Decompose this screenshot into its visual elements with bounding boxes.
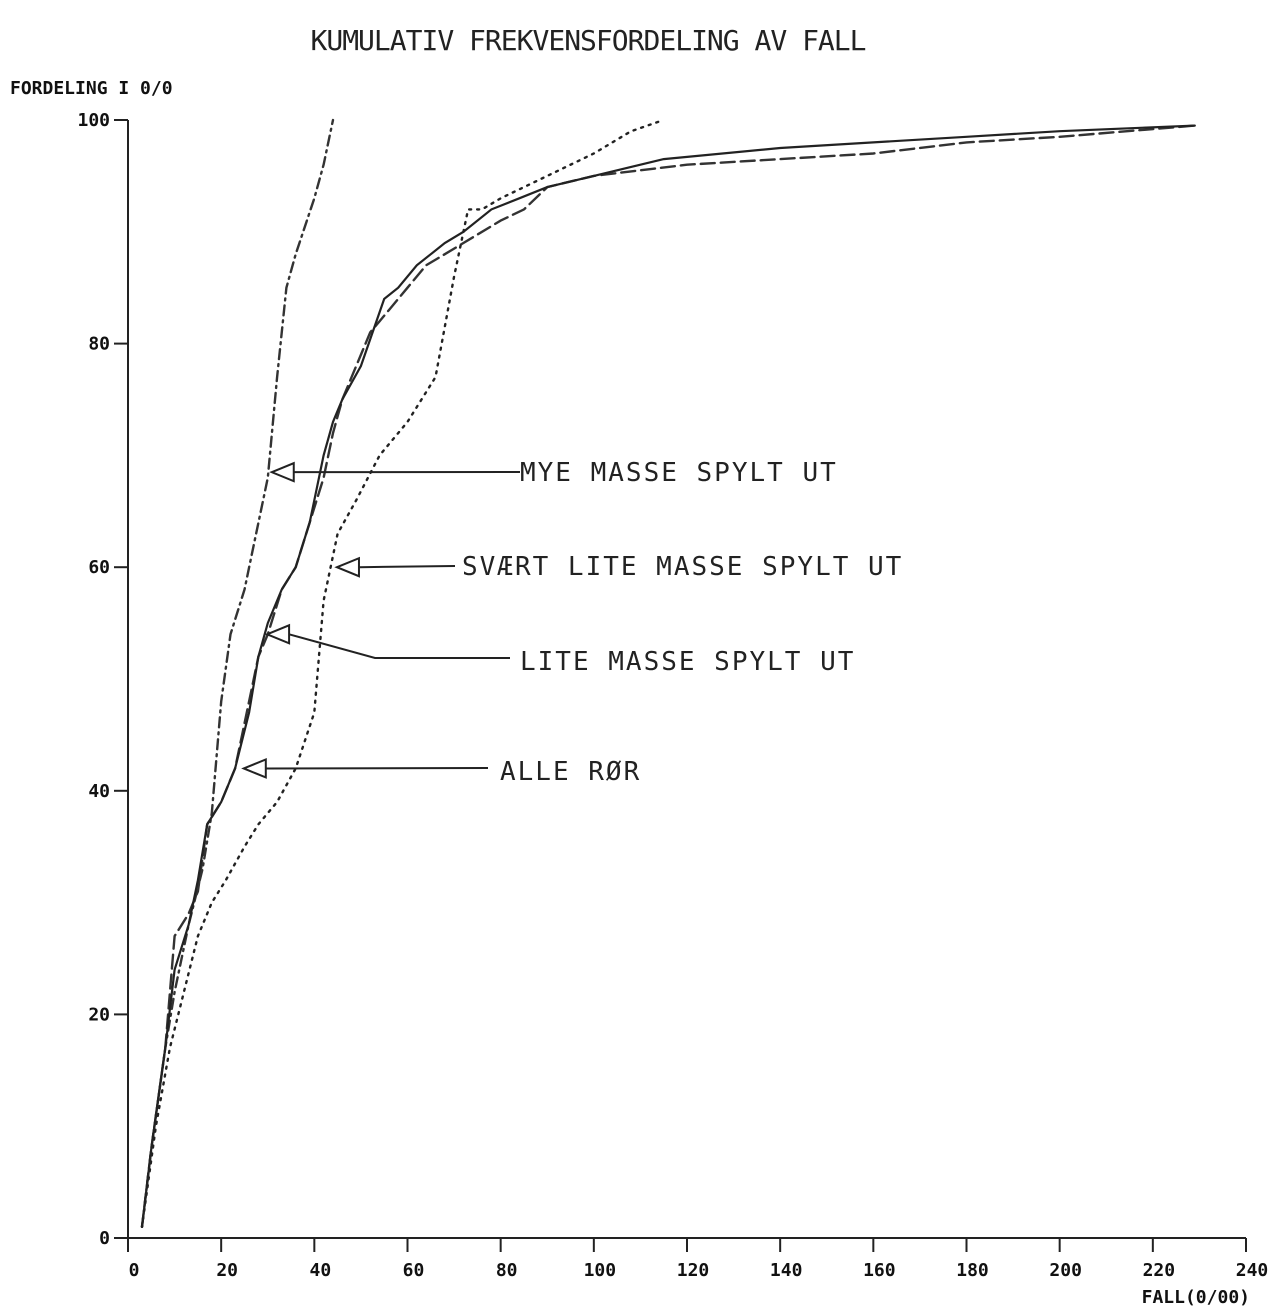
x-tick-label: 100 <box>584 1260 617 1281</box>
annotation-arrow-head <box>269 461 295 483</box>
y-tick-label: 100 <box>77 110 110 131</box>
x-ticks: 0 20 40 60 80 100 120 140 160 180 200 220 240 <box>127 1238 1269 1281</box>
y-tick-label: 40 <box>88 781 110 802</box>
x-tick-label: 140 <box>770 1260 803 1281</box>
x-tick-label: 80 <box>496 1260 518 1281</box>
annotation-leader-line <box>288 633 510 659</box>
chart-title: KUMULATIV FREKVENSFORDELING AV FALL <box>310 24 865 57</box>
x-tick-label: 40 <box>309 1260 331 1281</box>
x-tick-label: 120 <box>677 1260 710 1281</box>
y-tick-label: 20 <box>88 1004 110 1025</box>
x-tick-label: 160 <box>863 1260 896 1281</box>
y-tick-label: 80 <box>88 334 110 355</box>
annotation-arrow-head <box>241 757 267 779</box>
annotation-label: ALLE RØR <box>500 757 641 787</box>
annotation-arrow-head <box>334 556 360 578</box>
series-line-dotted <box>140 118 665 1229</box>
y-ticks: 0 20 40 60 80 100 <box>77 110 128 1249</box>
series-line-dashdot <box>140 118 335 1229</box>
x-tick-label: 60 <box>403 1260 425 1281</box>
x-axis-label: FALL(0/00) <box>1142 1287 1250 1308</box>
x-tick-label: 180 <box>956 1260 989 1281</box>
y-tick-label: 0 <box>99 1228 110 1249</box>
annotation-label: SVÆRT LITE MASSE SPYLT UT <box>462 552 903 582</box>
series-line-solid <box>140 124 1196 1228</box>
y-axis-label: FORDELING I 0/0 <box>10 78 173 99</box>
x-tick-label: 0 <box>129 1260 140 1281</box>
annotation-arrow-head <box>264 623 291 645</box>
series-layer <box>140 118 1197 1229</box>
annotation-leader-line <box>358 565 456 569</box>
x-tick-label: 220 <box>1143 1260 1176 1281</box>
x-tick-label: 20 <box>216 1260 238 1281</box>
annotation-layer: MYE MASSE SPYLT UT SVÆRT LITE MASSE SPYLT… <box>241 458 903 787</box>
annotation-label: MYE MASSE SPYLT UT <box>520 458 838 488</box>
annotation-label: LITE MASSE SPYLT UT <box>520 647 855 677</box>
y-tick-label: 60 <box>88 557 110 578</box>
x-tick-label: 200 <box>1049 1260 1082 1281</box>
x-tick-label: 240 <box>1236 1260 1269 1281</box>
